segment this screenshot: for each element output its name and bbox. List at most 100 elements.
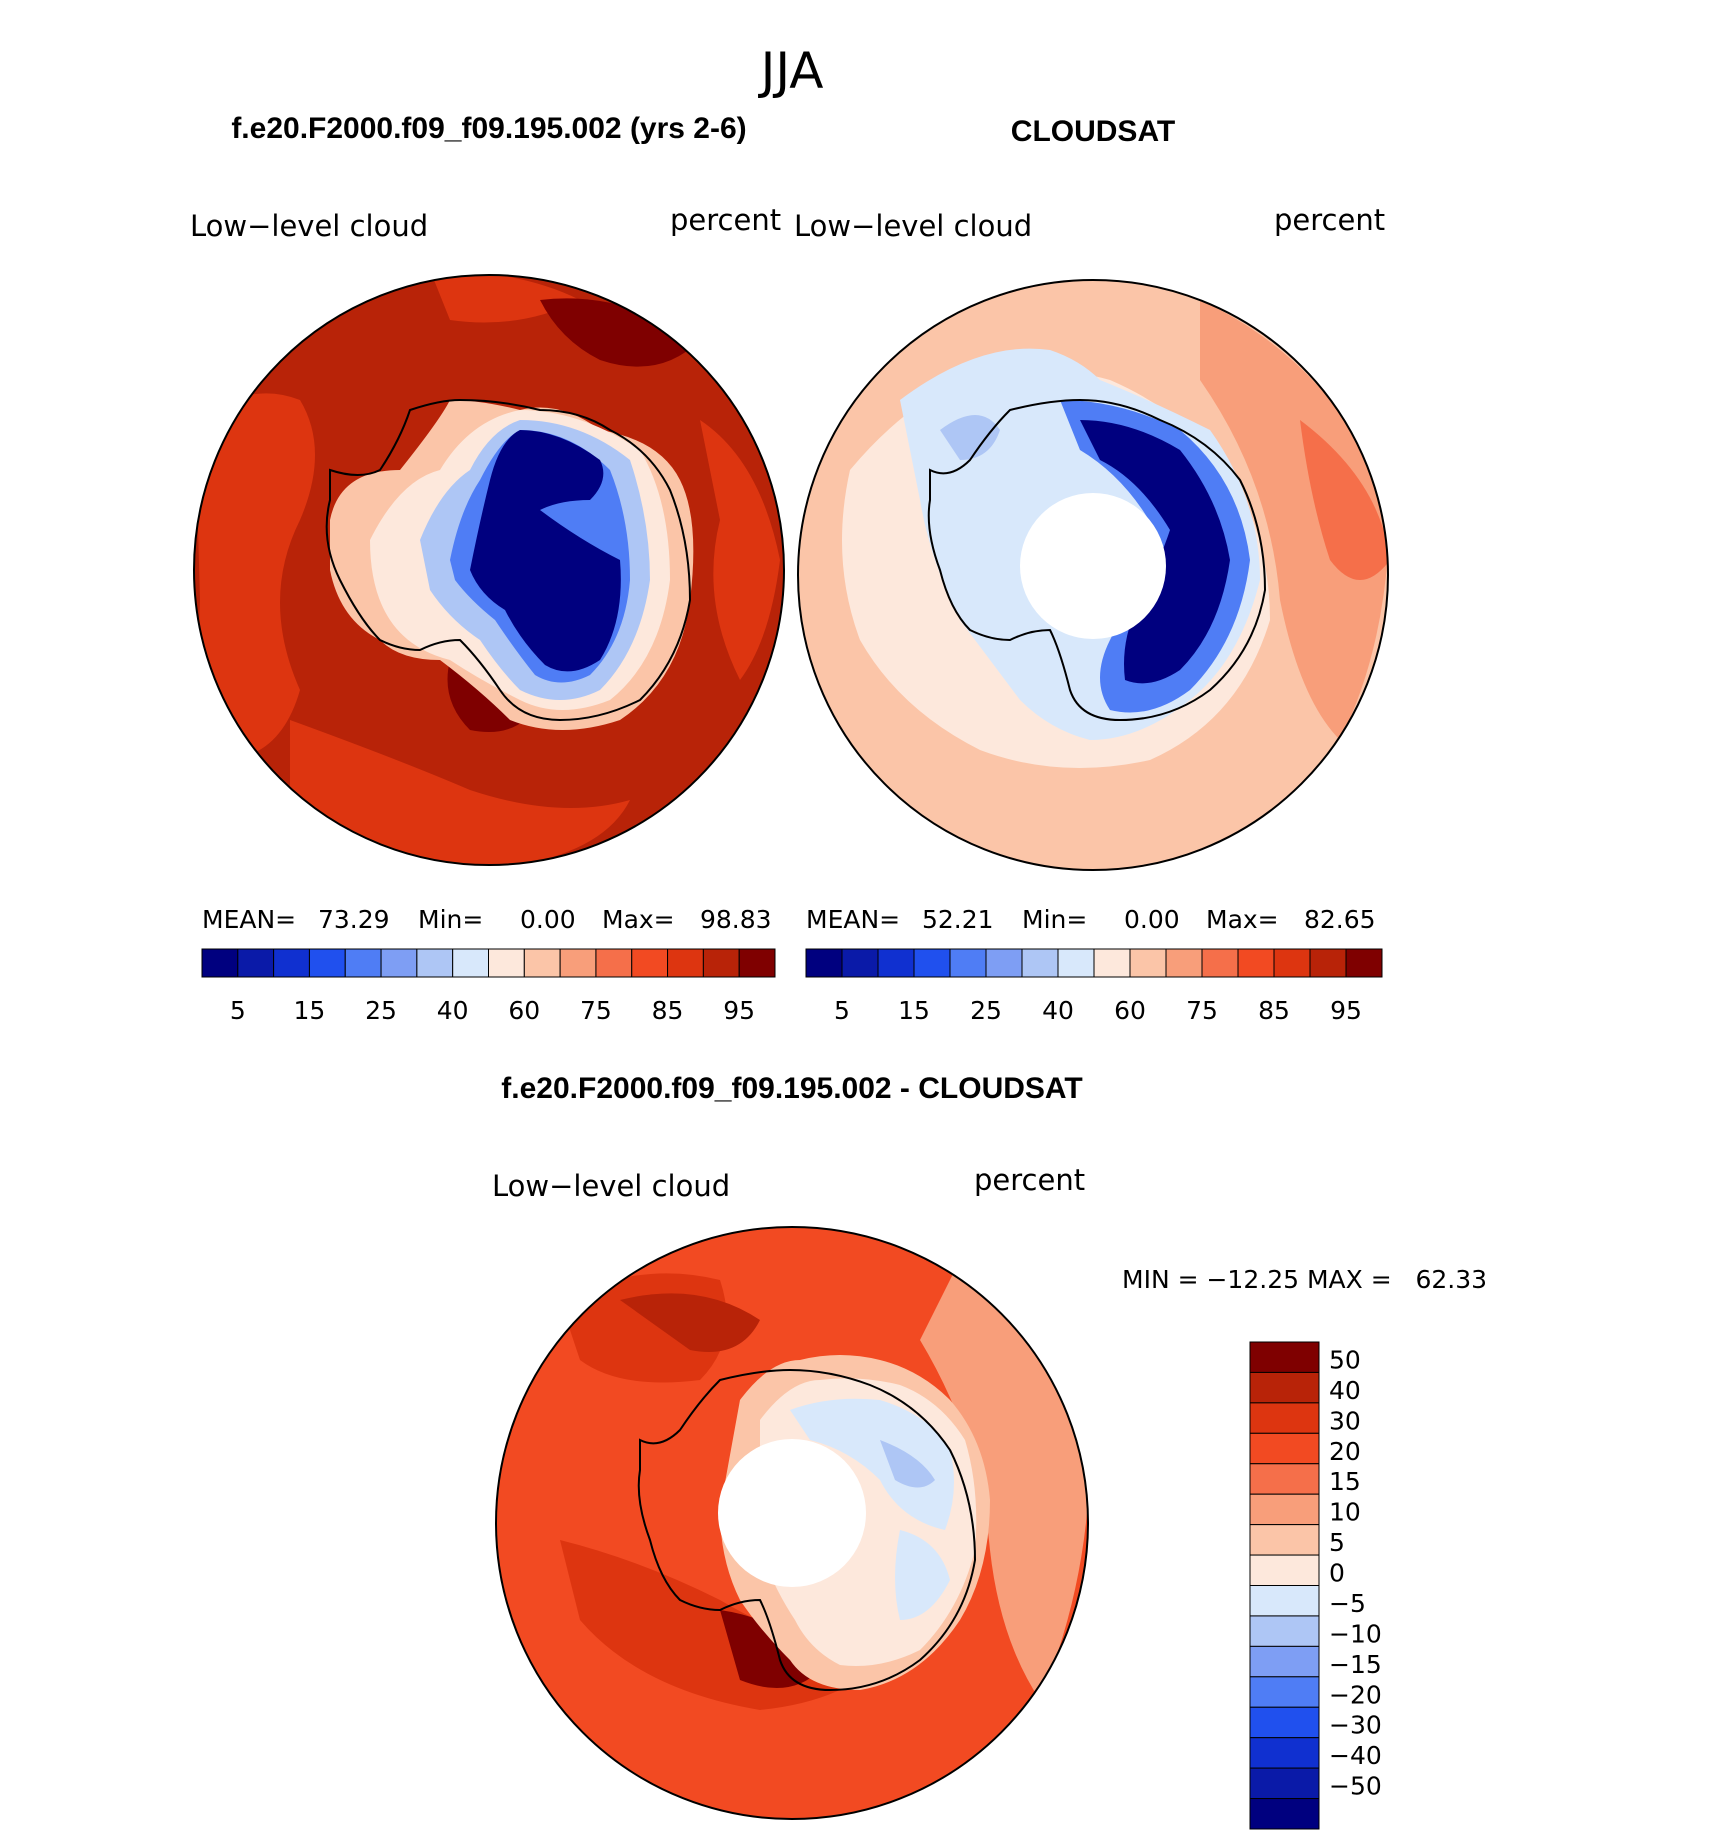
model-min-value: 0.00: [520, 905, 576, 934]
obs-field-label: Low−level cloud: [794, 209, 1032, 243]
diff-colorbar-swatch: [1249, 1463, 1320, 1495]
obs-colorbar-tick-label: 40: [1042, 996, 1074, 1025]
model-colorbar-swatch: [559, 948, 597, 978]
obs-colorbar-tick-label: 95: [1330, 996, 1362, 1025]
model-min-label: Min=: [418, 905, 483, 934]
diff-colorbar-swatch: [1249, 1585, 1320, 1617]
obs-min-value: 0.00: [1124, 905, 1180, 934]
model-colorbar-swatch: [308, 948, 346, 978]
obs-colorbar-swatch: [1273, 948, 1311, 978]
diff-colorbar-swatch: [1249, 1798, 1320, 1830]
diff-colorbar-swatch: [1249, 1706, 1320, 1739]
diff-colorbar-swatch: [1249, 1341, 1320, 1373]
obs-colorbar-swatch: [805, 948, 843, 978]
obs-colorbar-tick-label: 15: [898, 996, 930, 1025]
diff-colorbar-swatch: [1249, 1676, 1320, 1708]
diff-colorbar-swatch: [1249, 1432, 1320, 1465]
model-field-label: Low−level cloud: [190, 209, 428, 243]
obs-colorbar-swatch: [841, 948, 879, 978]
diff-colorbar-swatch: [1249, 1554, 1320, 1586]
obs-colorbar-swatch: [1021, 948, 1059, 978]
diff-colorbar-swatch: [1249, 1615, 1320, 1647]
model-polar-map: [193, 274, 785, 866]
model-colorbar-tick-label: 15: [294, 996, 326, 1025]
model-colorbar-tick-label: 75: [580, 996, 612, 1025]
model-colorbar-swatch: [344, 948, 382, 978]
obs-colorbar-swatch: [1309, 948, 1347, 978]
model-mean-label: MEAN=: [202, 905, 296, 934]
model-max-label: Max=: [602, 905, 675, 934]
obs-max-value: 82.65: [1304, 905, 1376, 934]
model-colorbar-swatch: [667, 948, 704, 978]
model-colorbar-swatch: [488, 948, 525, 978]
obs-colorbar-swatch: [1345, 948, 1383, 978]
model-colorbar-swatch: [380, 948, 418, 978]
diff-colorbar-tick-label: −15: [1329, 1650, 1382, 1679]
diff-colorbar-tick-label: 15: [1329, 1467, 1361, 1496]
diff-colorbar-tick-label: 50: [1329, 1345, 1361, 1374]
season-title: JJA: [758, 42, 824, 100]
obs-missing-data-hole: [1020, 493, 1166, 639]
diff-units-label: percent: [974, 1163, 1085, 1197]
obs-colorbar-swatch: [1237, 948, 1275, 978]
obs-max-label: Max=: [1206, 905, 1279, 934]
obs-panel-title: CLOUDSAT: [1011, 115, 1175, 148]
model-colorbar-tick-label: 25: [365, 996, 397, 1025]
obs-colorbar-swatch: [1057, 948, 1095, 978]
diff-field-label: Low−level cloud: [492, 1169, 730, 1203]
diff-colorbar-tick-label: 0: [1329, 1559, 1345, 1588]
diff-colorbar-swatch: [1249, 1737, 1320, 1769]
model-colorbar-tick-label: 95: [723, 996, 755, 1025]
model-colorbar-tick-label: 85: [652, 996, 684, 1025]
obs-colorbar-swatch: [1165, 948, 1203, 978]
obs-min-label: Min=: [1022, 905, 1087, 934]
obs-colorbar: 5 15 25 40 60 75 85 95: [805, 948, 1383, 1025]
obs-stats: MEAN= 52.21 Min= 0.00 Max= 82.65: [806, 905, 1376, 934]
model-colorbar-swatch: [416, 948, 454, 978]
model-colorbar-tick-label: 5: [230, 996, 246, 1025]
diff-colorbar-swatch: [1249, 1402, 1320, 1434]
diff-colorbar-tick-label: −5: [1329, 1589, 1366, 1618]
obs-units-label: percent: [1274, 203, 1385, 237]
model-colorbar-swatch: [738, 948, 776, 978]
model-stats: MEAN= 73.29 Min= 0.00 Max= 98.83: [202, 905, 772, 934]
obs-colorbar-swatch: [877, 948, 915, 978]
diff-colorbar-tick-label: −20: [1329, 1680, 1382, 1709]
diff-colorbar-swatch: [1249, 1371, 1320, 1404]
model-colorbar-swatch: [452, 948, 489, 978]
obs-colorbar-tick-label: 25: [970, 996, 1002, 1025]
obs-colorbar-tick-label: 85: [1258, 996, 1290, 1025]
diff-colorbar-tick-label: −10: [1329, 1619, 1382, 1648]
model-colorbar-swatch: [595, 948, 633, 978]
obs-colorbar-tick-label: 60: [1114, 996, 1146, 1025]
diff-minmax: MIN = −12.25 MAX = 62.33: [1122, 1265, 1487, 1294]
obs-colorbar-tick-label: 75: [1186, 996, 1218, 1025]
diff-colorbar-tick-label: 10: [1329, 1498, 1361, 1527]
diff-colorbar-tick-label: −40: [1329, 1741, 1382, 1770]
diff-colorbar-swatch: [1249, 1645, 1320, 1678]
model-colorbar-tick-label: 60: [508, 996, 540, 1025]
model-colorbar-swatch: [273, 948, 310, 978]
model-colorbar-swatch: [702, 948, 740, 978]
obs-colorbar-swatch: [913, 948, 951, 978]
model-colorbar: 5 15 25 40 60 75 85 95: [201, 948, 776, 1025]
diff-polar-map: [495, 1226, 1089, 1820]
diff-panel-title: f.e20.F2000.f09_f09.195.002 - CLOUDSAT: [501, 1072, 1082, 1105]
diff-colorbar-swatch: [1249, 1524, 1320, 1556]
model-mean-value: 73.29: [318, 905, 390, 934]
model-max-value: 98.83: [700, 905, 772, 934]
obs-colorbar-swatch: [1201, 948, 1239, 978]
diff-missing-data-hole: [718, 1439, 866, 1587]
obs-polar-map: [797, 279, 1389, 871]
model-units-label: percent: [670, 203, 781, 237]
model-colorbar-swatch: [631, 948, 669, 978]
model-colorbar-tick-label: 40: [437, 996, 469, 1025]
diff-colorbar-tick-label: −50: [1329, 1772, 1382, 1801]
diff-colorbar-tick-label: 20: [1329, 1437, 1361, 1466]
diff-colorbar-swatch: [1249, 1767, 1320, 1800]
diff-colorbar-tick-label: 30: [1329, 1406, 1361, 1435]
obs-colorbar-swatch: [1093, 948, 1131, 978]
obs-colorbar-swatch: [985, 948, 1023, 978]
obs-colorbar-swatch: [949, 948, 987, 978]
model-colorbar-swatch: [201, 948, 239, 978]
